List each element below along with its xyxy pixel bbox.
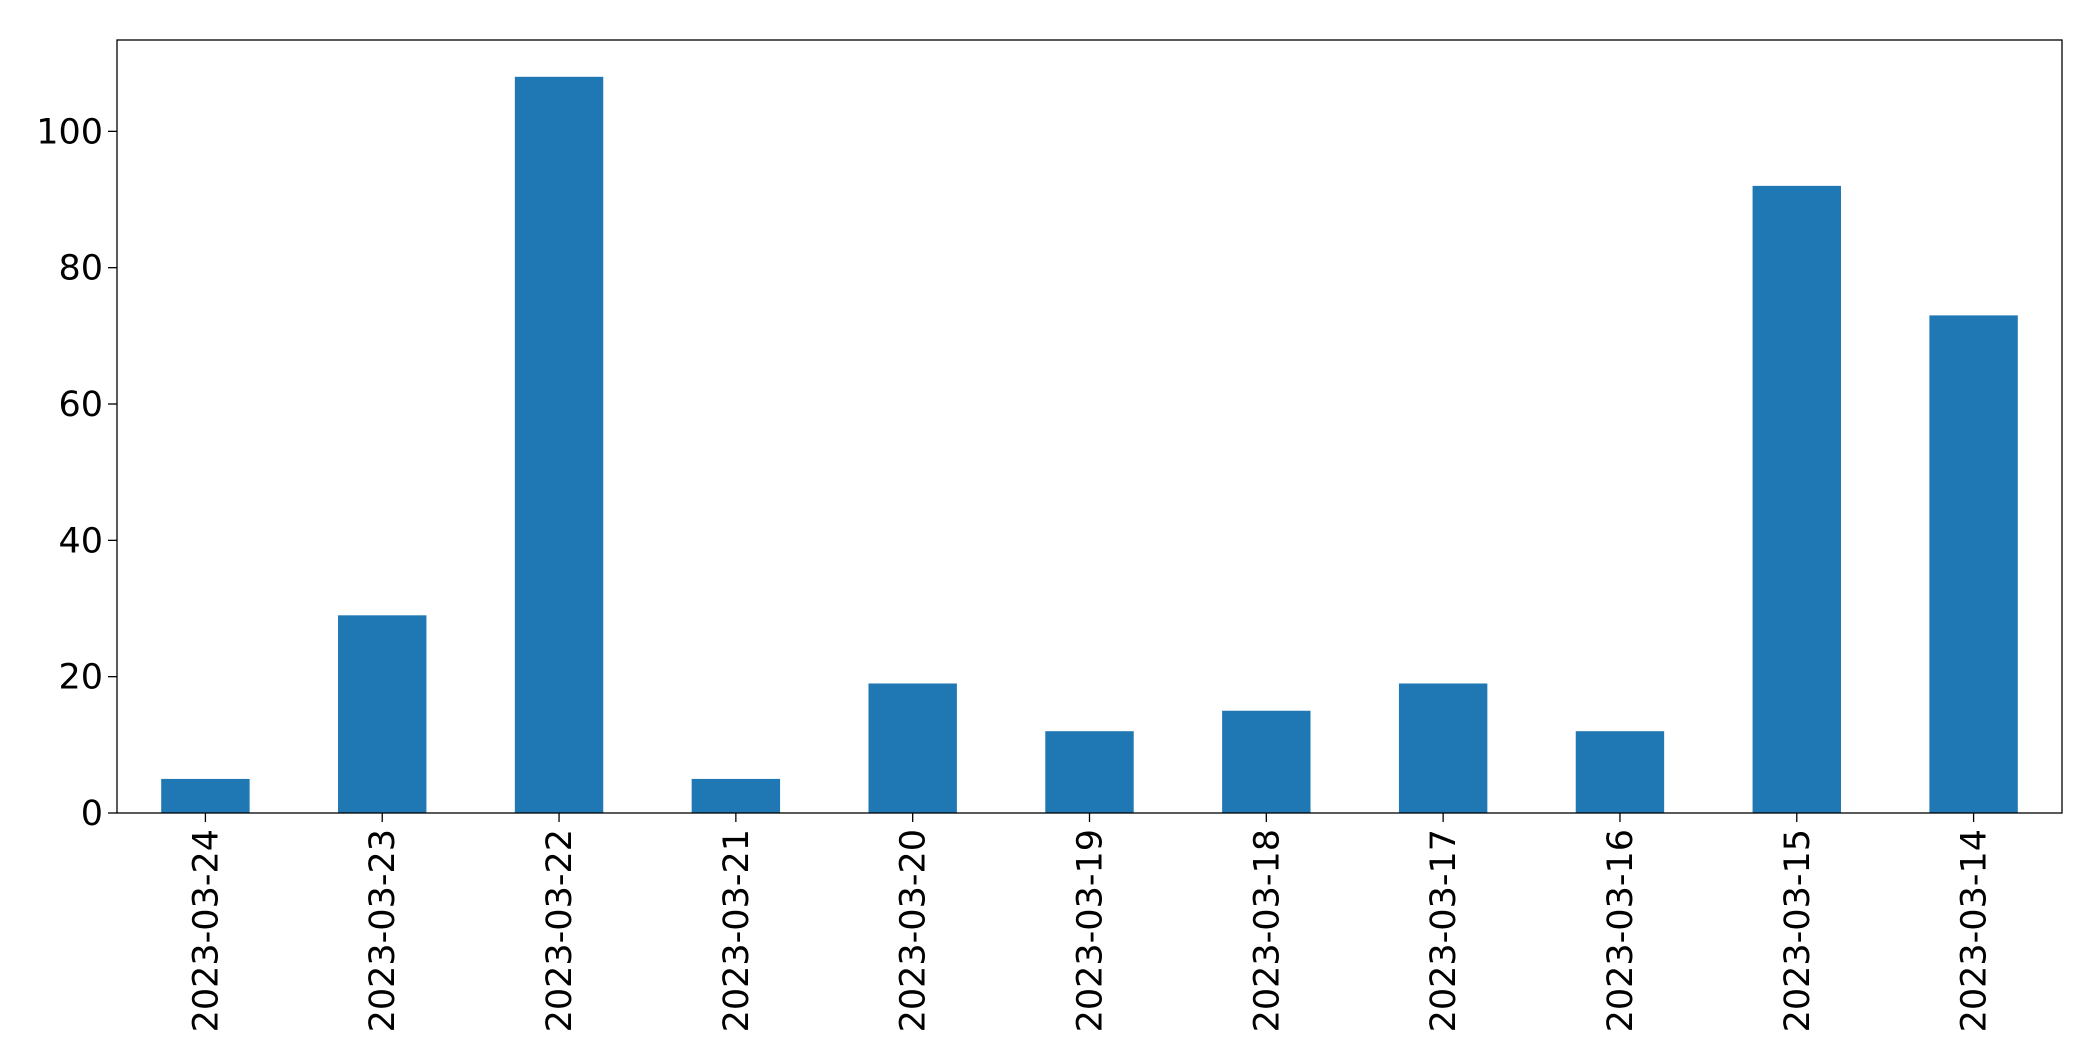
x-tick-label: 2023-03-14 [1955,829,1995,1032]
y-tick-label: 20 [58,658,103,698]
bar [514,76,604,814]
x-tick-label: 2023-03-23 [363,829,403,1032]
bar [1929,315,2018,813]
bar [1398,683,1488,813]
x-tick-label: 2023-03-22 [540,829,580,1032]
y-tick-label: 60 [58,385,103,425]
bar [338,615,427,813]
y-tick-label: 40 [58,521,103,561]
axes-frame [116,39,2063,814]
x-tick-label: 2023-03-18 [1247,829,1287,1032]
bar [1222,710,1311,813]
y-tick-label: 100 [36,112,103,152]
bar [161,778,250,813]
x-tick-label: 2023-03-19 [1071,829,1111,1032]
x-tick-label: 2023-03-24 [186,829,226,1032]
x-tick-label: 2023-03-16 [1601,829,1641,1032]
bar [1575,731,1665,813]
x-tick-label: 2023-03-15 [1778,829,1818,1032]
bar [1752,185,1841,814]
y-tick-label: 0 [81,794,103,834]
y-tick-label: 80 [58,249,103,289]
x-tick-label: 2023-03-20 [894,829,934,1032]
x-tick-label: 2023-03-17 [1424,829,1464,1032]
bar [1045,731,1134,813]
bar [868,683,957,813]
bar [691,778,781,813]
x-tick-label: 2023-03-21 [717,829,757,1032]
